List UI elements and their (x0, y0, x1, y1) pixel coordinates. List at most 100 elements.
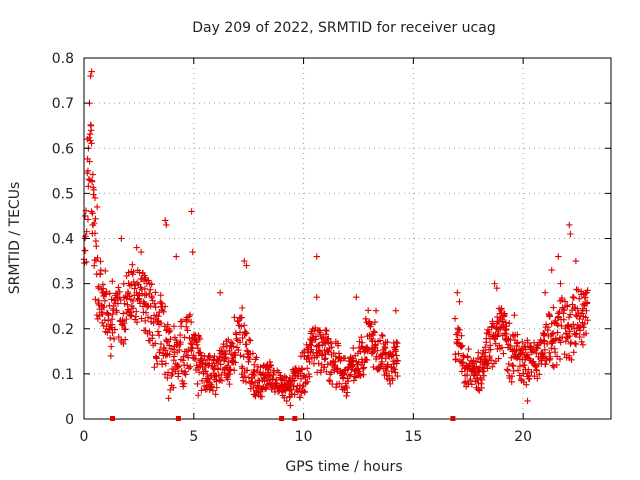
data-point (577, 323, 584, 330)
data-point (526, 375, 533, 382)
data-point (322, 351, 329, 358)
data-point (218, 377, 226, 385)
data-point (458, 342, 466, 349)
data-point (183, 362, 191, 369)
data-point (141, 274, 149, 282)
data-point (251, 372, 258, 380)
data-point (232, 359, 239, 366)
data-point (576, 333, 583, 341)
data-point (236, 329, 244, 336)
data-point (336, 354, 343, 361)
data-point (250, 383, 257, 391)
data-point (549, 362, 557, 369)
data-point (233, 335, 240, 343)
data-point (372, 307, 380, 314)
data-point (176, 331, 184, 339)
data-point (84, 167, 92, 175)
data-point (136, 269, 143, 276)
data-point (484, 365, 491, 372)
data-point (136, 296, 143, 304)
data-point (160, 308, 167, 315)
data-point (332, 384, 340, 391)
data-point (301, 347, 308, 355)
data-point (87, 122, 95, 129)
data-point (359, 339, 366, 346)
data-point (234, 318, 242, 325)
data-point (110, 335, 118, 343)
data-point (116, 288, 123, 296)
data-point (130, 268, 137, 276)
data-point (269, 375, 277, 383)
data-point (122, 326, 129, 333)
data-point (504, 366, 511, 373)
data-point (141, 285, 149, 293)
data-point (154, 328, 162, 335)
data-point (378, 331, 386, 339)
data-point (482, 349, 489, 356)
data-point (166, 327, 174, 335)
data-point (528, 368, 535, 376)
data-point (327, 340, 335, 347)
data-point (92, 215, 99, 223)
data-point (478, 376, 486, 384)
data-point (87, 137, 94, 144)
data-point (511, 312, 518, 319)
data-point (393, 338, 400, 346)
data-point (360, 364, 368, 371)
data-point (91, 262, 98, 269)
data-point (183, 323, 190, 330)
y-tick-label: 0.2 (52, 322, 74, 338)
data-point (382, 355, 389, 362)
data-point (198, 352, 205, 359)
data-point (111, 326, 119, 333)
data-point (350, 344, 357, 352)
data-point (226, 380, 233, 388)
data-point (456, 357, 463, 365)
data-point (143, 291, 150, 298)
data-point (304, 365, 311, 372)
data-point (576, 315, 583, 323)
data-point (129, 261, 136, 268)
data-point (258, 393, 266, 400)
data-point (215, 356, 222, 363)
data-point (81, 212, 89, 220)
data-point (121, 300, 128, 307)
data-point (158, 300, 165, 307)
data-point (100, 303, 108, 311)
data-point (283, 397, 290, 405)
data-point (209, 387, 217, 394)
data-point (249, 378, 256, 385)
data-point (239, 304, 246, 312)
data-point (467, 375, 474, 383)
data-point (174, 361, 181, 369)
data-point (130, 278, 137, 286)
data-point (183, 317, 191, 325)
data-point (306, 358, 313, 366)
data-point (92, 296, 99, 303)
data-point (539, 352, 547, 360)
data-point (394, 372, 401, 380)
data-point (562, 338, 569, 345)
data-point (505, 360, 513, 368)
data-point (88, 68, 95, 75)
data-point (347, 371, 354, 378)
data-point (548, 266, 555, 274)
data-point (176, 346, 183, 354)
y-tick-label: 0.6 (52, 141, 74, 157)
data-point (502, 319, 510, 326)
data-point (474, 386, 482, 393)
data-point (513, 340, 521, 347)
data-point (576, 295, 583, 302)
data-point (569, 293, 577, 301)
data-point (142, 276, 149, 283)
data-point (138, 290, 146, 297)
data-point (175, 370, 182, 377)
data-point (138, 315, 145, 322)
data-point (87, 72, 94, 80)
data-point (162, 360, 169, 367)
data-point (179, 357, 187, 364)
data-point (456, 298, 463, 305)
data-point (208, 383, 215, 390)
data-point (230, 343, 237, 350)
data-point (323, 327, 330, 335)
